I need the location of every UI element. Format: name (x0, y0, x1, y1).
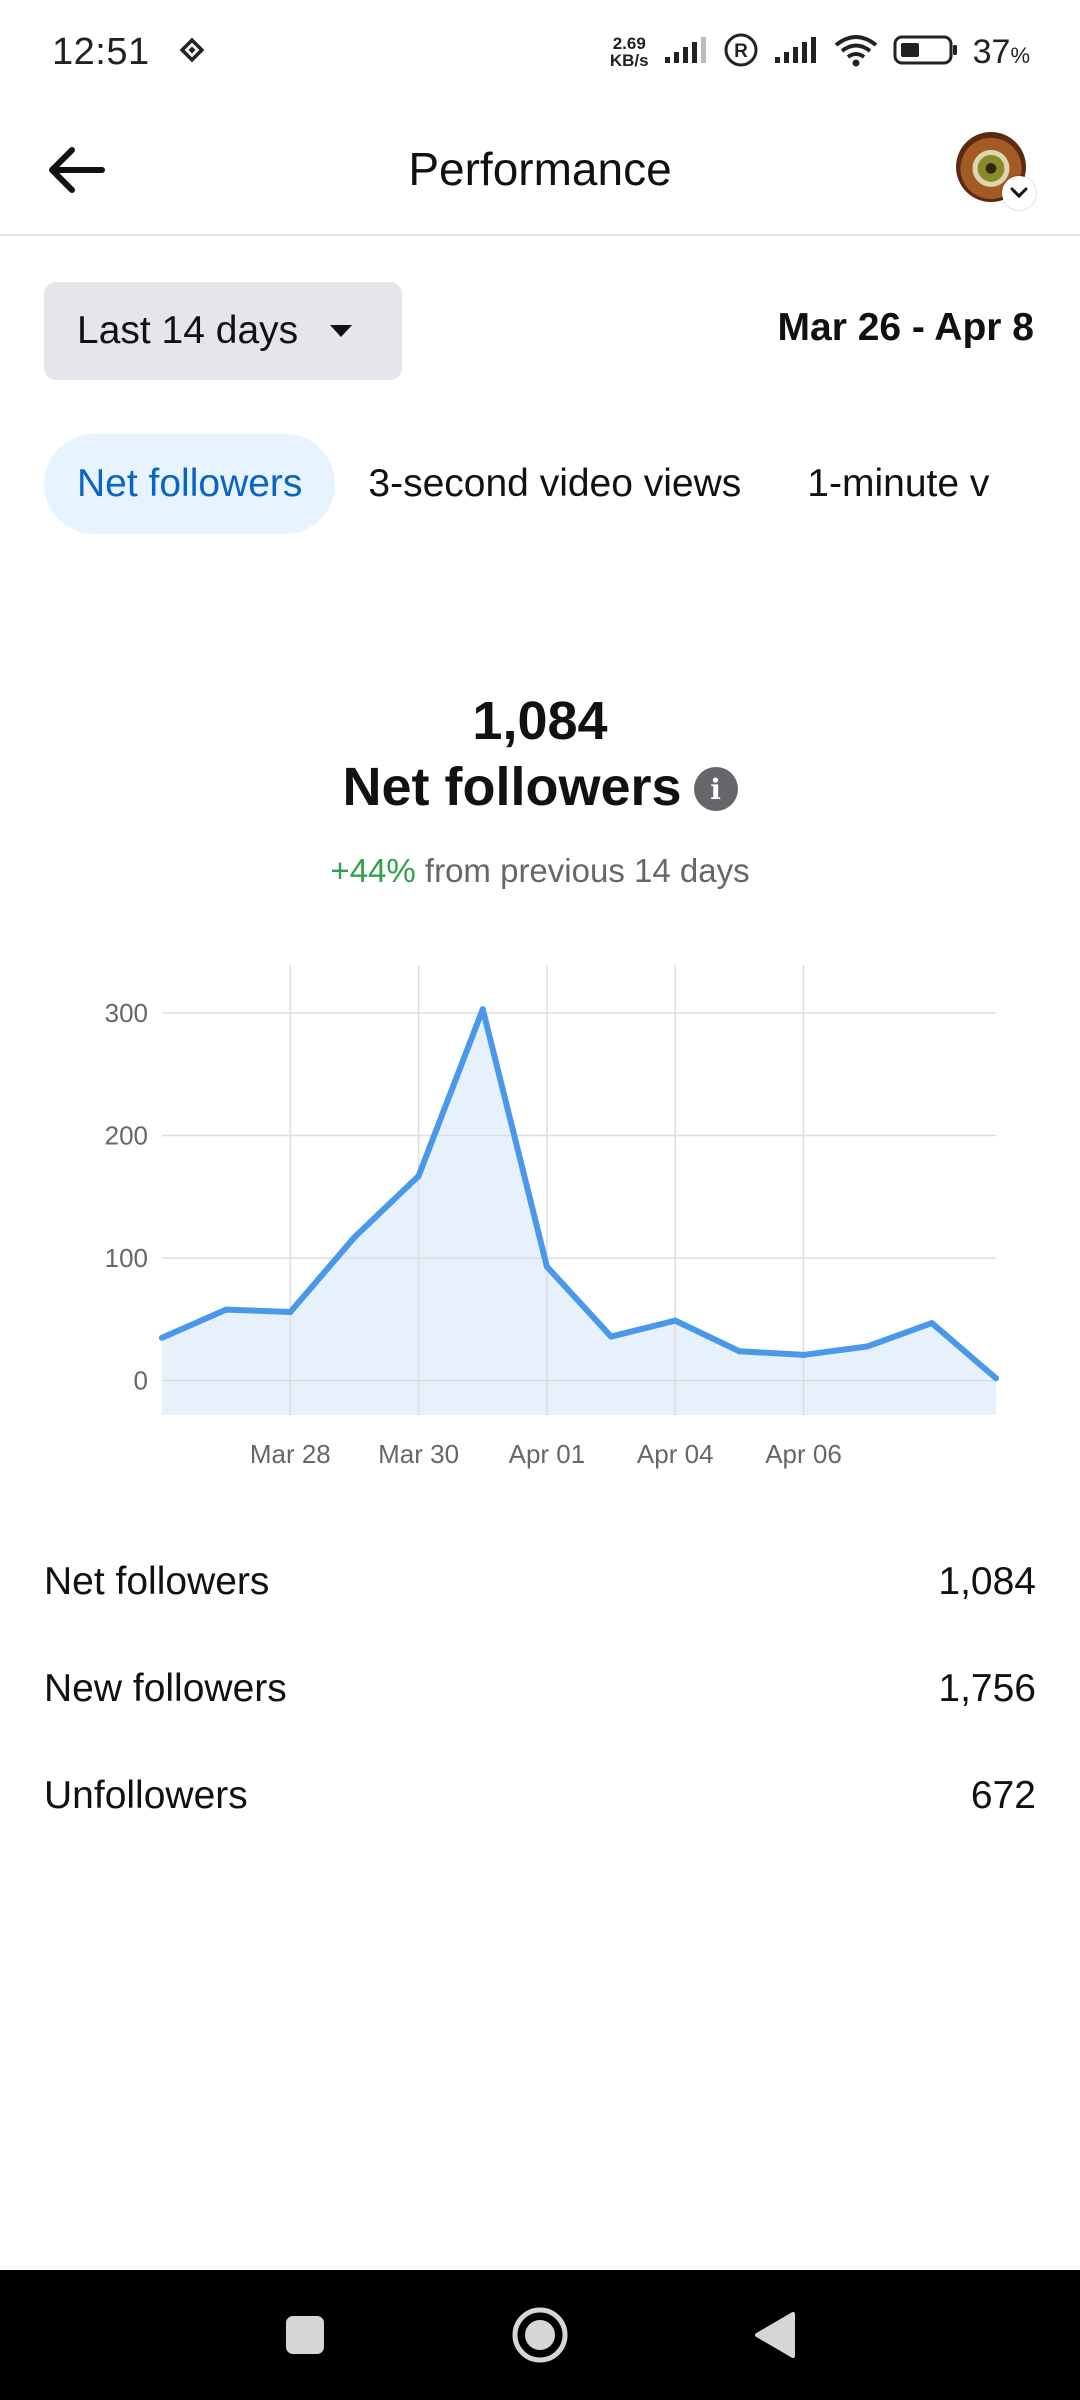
chart-data-point (223, 1306, 230, 1313)
status-bar: 12:51 2.69 KB/s R 37% (0, 0, 1080, 104)
stat-row-new-followers: New followers 1,756 (44, 1659, 1036, 1719)
svg-text:R: R (734, 41, 748, 62)
signal-icon-2 (773, 35, 819, 70)
date-range-dropdown[interactable]: Last 14 days (44, 282, 402, 380)
account-switcher-badge[interactable] (1002, 176, 1036, 210)
battery-icon (893, 34, 959, 71)
battery-percent-unit: % (1010, 42, 1030, 68)
date-range-dropdown-label: Last 14 days (77, 309, 299, 352)
stat-label: New followers (44, 1667, 287, 1710)
chart-data-point (351, 1234, 358, 1241)
status-time: 12:51 (52, 30, 150, 73)
battery-percent-value: 37 (972, 32, 1011, 71)
chart-y-tick-label: 0 (134, 1366, 148, 1396)
tab-net-followers[interactable]: Net followers (44, 434, 336, 534)
chart-x-tick-label: Mar 28 (250, 1439, 331, 1469)
chart-data-point (800, 1351, 807, 1358)
tab-3-second-video-views[interactable]: 3-second video views (368, 462, 742, 505)
chart-data-point (479, 1006, 486, 1013)
chart-y-tick-label: 300 (105, 998, 148, 1028)
signal-icon (663, 35, 709, 70)
roaming-icon: R (723, 32, 759, 73)
chart-area-fill (162, 1009, 996, 1415)
date-range-text: Mar 26 - Apr 8 (777, 306, 1034, 349)
info-icon[interactable]: i (693, 767, 738, 811)
chart-y-tick-label: 200 (105, 1120, 148, 1150)
chart-x-tick-label: Apr 04 (637, 1439, 714, 1469)
chart-data-point (736, 1348, 743, 1355)
chart-series-line (159, 1006, 999, 1382)
change-text: from previous 14 days (424, 852, 750, 889)
chart-data-point (672, 1317, 679, 1324)
home-circle-icon (512, 2307, 568, 2363)
chevron-down-icon (1010, 187, 1028, 199)
battery-percent: 37% (973, 33, 1030, 72)
network-speed: 2.69 KB/s (610, 35, 649, 69)
stat-label: Unfollowers (44, 1774, 248, 1817)
chart-data-point (543, 1263, 550, 1270)
chart-x-tick-label: Apr 06 (765, 1439, 842, 1469)
recents-button[interactable] (270, 2300, 340, 2370)
chart-data-point (928, 1320, 935, 1327)
tab-1-minute-video-views[interactable]: 1-minute v (807, 462, 990, 505)
summary-label-row: Net followers i (0, 756, 1080, 818)
stat-row-unfollowers: Unfollowers 672 (44, 1766, 1036, 1826)
chart-data-point (159, 1334, 165, 1341)
stat-value: 1,756 (938, 1667, 1036, 1710)
change-row: +44% from previous 14 days (0, 852, 1080, 890)
chart-data-point (287, 1309, 294, 1316)
page-title: Performance (408, 143, 672, 195)
binance-icon (174, 32, 210, 73)
stat-value: 1,084 (938, 1560, 1036, 1603)
back-nav-button[interactable] (740, 2300, 810, 2370)
network-speed-unit: KB/s (609, 51, 649, 70)
back-arrow-icon (49, 147, 105, 193)
system-nav-bar (0, 2270, 1080, 2400)
net-followers-chart: 0 100 200 300 Mar 28 Mar 30 Apr 01 Apr 04 Apr 06 (105, 965, 999, 1469)
summary-label: Net followers (342, 757, 682, 817)
chart-data-point (864, 1343, 871, 1350)
chart-x-tick-label: Mar 30 (378, 1439, 459, 1469)
chart-y-tick-label: 100 (105, 1243, 148, 1273)
stat-value: 672 (970, 1774, 1036, 1817)
back-button[interactable] (40, 134, 112, 206)
chart-data-point (993, 1375, 999, 1382)
chart-data-point (608, 1333, 615, 1340)
chart-x-tick-label: Apr 01 (509, 1439, 586, 1469)
app-header: Performance (0, 104, 1080, 236)
network-speed-value: 2.69 (612, 34, 646, 53)
wifi-icon (833, 33, 879, 72)
square-icon (286, 2316, 324, 2354)
stat-label: Net followers (44, 1560, 270, 1603)
change-percent: +44% (330, 852, 416, 889)
metric-tabs: Net followers 3-second video views 1-min… (44, 434, 1036, 534)
stat-row-net-followers: Net followers 1,084 (44, 1552, 1036, 1612)
caret-down-icon (330, 325, 353, 337)
chart-data-point (415, 1172, 422, 1179)
summary-value: 1,084 (472, 691, 608, 751)
triangle-back-icon (755, 2312, 795, 2358)
avatar[interactable] (956, 132, 1036, 210)
home-button[interactable] (505, 2300, 575, 2370)
